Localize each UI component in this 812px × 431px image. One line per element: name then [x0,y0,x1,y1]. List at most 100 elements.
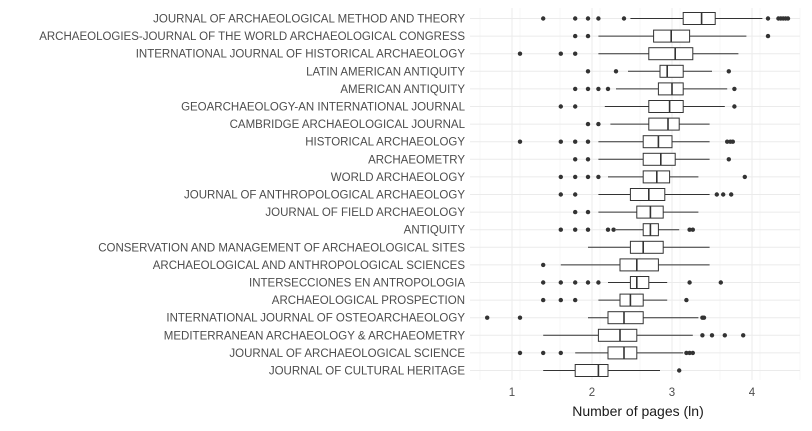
outlier-point [722,333,727,338]
outlier-point [585,157,591,162]
box-series [485,12,791,377]
box-iqr [629,240,664,254]
outlier-point [573,16,578,21]
outlier-point [558,350,563,356]
box-iqr [574,364,609,377]
outlier-point [765,33,771,39]
outlier-point [541,350,546,356]
box-iqr [682,12,716,25]
outlier-point [517,139,523,144]
x-tick-label: 3 [669,387,675,399]
outlier-point [573,86,578,92]
outlier-point [596,280,601,285]
outlier-point [732,104,737,109]
x-axis-ticks: 1 2 3 4 [509,387,756,399]
outlier-point [558,139,563,144]
outlier-point [558,280,563,285]
outlier-point [677,368,682,373]
outlier-point [732,86,737,92]
box-iqr [657,82,684,96]
y-tick-label: JOURNAL OF FIELD ARCHAEOLOGY [265,207,465,219]
box-group [517,346,695,360]
y-tick-label: ARCHAEOLOGIES-JOURNAL OF THE WORLD ARCHA… [39,31,465,43]
outlier-point [585,121,591,127]
outlier-point [517,51,523,56]
outlier-point [573,33,578,39]
outlier-point [585,69,591,74]
box-iqr [619,293,644,307]
outlier-point [558,51,563,56]
box-iqr [629,188,666,201]
outlier-point [573,157,578,162]
y-tick-label: INTERNATIONAL JOURNAL OF OSTEOARCHAEOLOG… [166,313,465,325]
outlier-point [573,297,578,303]
outlier-point [729,192,734,197]
outlier-point [621,16,627,21]
outlier-point [687,350,692,356]
outlier-point [558,297,563,303]
box-group [588,240,710,254]
outlier-point [596,16,601,21]
outlier-point [726,157,731,162]
outlier-point [765,16,771,21]
box-group [543,364,682,377]
y-tick-label: WORLD ARCHAEOLOGY [331,172,466,184]
outlier-point [726,69,731,74]
x-axis-title: Number of pages (ln) [572,403,704,419]
outlier-point [517,350,523,356]
box-group [573,205,699,219]
outlier-point [605,86,611,92]
outlier-point [585,209,591,215]
box-group [485,311,707,325]
y-tick-label: GEOARCHAEOLOGY-AN INTERNATIONAL JOURNAL [181,102,466,114]
outlier-point [558,104,563,109]
outlier-point [785,16,791,21]
y-tick-label: ARCHAEOLOGICAL PROSPECTION [272,295,465,307]
outlier-point [741,333,746,338]
y-tick-label: ANTIQUITY [404,225,466,237]
y-tick-label: MEDITERRANEAN ARCHAEOLOGY & ARCHAEOMETRY [164,330,466,342]
outlier-point [558,174,563,180]
outlier-point [585,139,591,144]
box-group [573,82,737,96]
x-tick-label: 2 [589,387,595,399]
box-group [543,328,746,342]
box-group [517,135,735,149]
outlier-point [718,280,723,285]
y-tick-label: INTERNATIONAL JOURNAL OF HISTORICAL ARCH… [136,49,466,61]
outlier-point [684,350,689,356]
outlier-point [585,16,591,21]
outlier-point [573,227,578,232]
box-iqr [642,152,676,166]
y-tick-label: HISTORICAL ARCHAEOLOGY [305,137,465,149]
outlier-point [701,315,707,320]
y-tick-label: INTERSECCIONES EN ANTROPOLOGIA [249,278,465,290]
box-iqr [648,117,680,131]
y-tick-label: ARCHAEOLOGICAL AND ANTHROPOLOGICAL SCIEN… [153,260,466,272]
outlier-point [585,86,591,92]
box-iqr [648,47,694,61]
y-tick-label: LATIN AMERICAN ANTIQUITY [306,66,465,78]
x-tick-label: 4 [749,387,756,399]
outlier-point [605,227,611,232]
box-group [541,12,791,25]
outlier-point [485,315,490,320]
box-iqr [642,135,673,149]
outlier-point [596,174,601,180]
outlier-point [585,280,591,285]
outlier-point [585,33,591,39]
outlier-point [541,280,546,285]
outlier-point [684,297,689,303]
outlier-point [585,227,591,232]
box-group [573,29,771,43]
outlier-point [613,69,619,74]
box-group [558,223,695,237]
box-iqr [597,328,638,342]
outlier-point [611,227,616,232]
outlier-point [573,51,578,56]
box-group [541,258,710,272]
y-tick-label: CONSERVATION AND MANAGEMENT OF ARCHAEOLO… [98,242,465,254]
box-group [558,188,734,201]
y-tick-label: JOURNAL OF ARCHAEOLOGICAL SCIENCE [229,348,465,360]
